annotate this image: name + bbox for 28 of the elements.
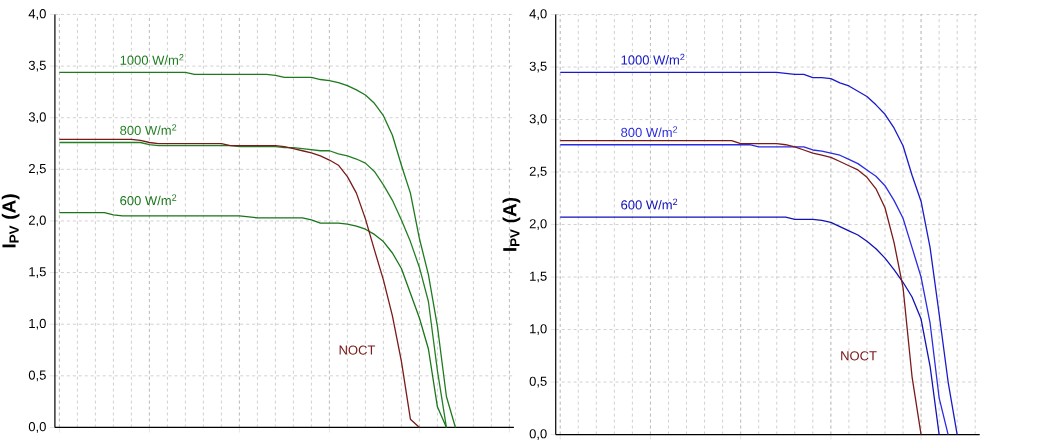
series-label: NOCT: [339, 345, 376, 355]
y-tick-label: 1,5: [530, 271, 547, 283]
y-tick-label: 1,0: [530, 324, 547, 335]
series-label: 600 W/m$^{2}$: [621, 198, 678, 210]
series-label: 800 W/m$^{2}$: [120, 124, 177, 135]
y-tick-label: 2,5: [28, 163, 46, 175]
y-tick-label: 0,5: [28, 370, 46, 382]
y-tick-label: 0,0: [28, 422, 46, 433]
y-tick-label: 1,5: [29, 267, 46, 278]
y-tick-label: 2,0: [529, 219, 547, 230]
y-tick-label: 3,0: [28, 112, 46, 124]
y-tick-label: 2,0: [28, 215, 46, 227]
series-label: 1000 W/m$^{2}$: [621, 53, 685, 65]
series-label: 800 W/m$^{2}$: [621, 126, 678, 138]
y-tick-label: 3,0: [529, 114, 547, 125]
y-tick-label: 4,0: [28, 9, 46, 20]
series-label: 600 W/m$^{2}$: [120, 194, 177, 206]
text: NOCT: [841, 351, 877, 361]
y-tick-label: 3,5: [28, 60, 46, 72]
y-tick-label: 0,0: [529, 429, 547, 440]
series-label: 1000 W/m$^{2}$: [120, 53, 184, 65]
y-tick-label: 2,5: [529, 166, 547, 178]
y-tick-label: 0,5: [529, 376, 547, 388]
y-axis-title: I$_{PV}$ (A): [1, 194, 20, 248]
y-tick-label: 4,0: [529, 9, 547, 20]
y-axis-title: I$_{PV}$ (A): [502, 197, 521, 251]
y-tick-label: 1,0: [29, 318, 46, 330]
y-tick-label: 3,5: [529, 61, 547, 73]
